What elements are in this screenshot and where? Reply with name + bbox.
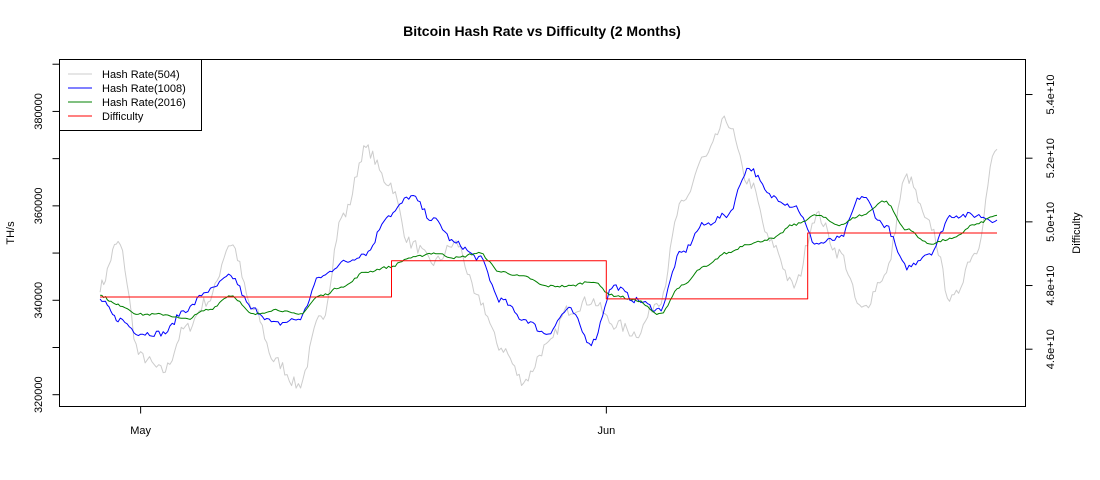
right-tick-label: 5.2e+10 — [1045, 138, 1057, 178]
series-hash-rate-2016 — [100, 200, 998, 320]
series-difficulty — [100, 232, 997, 300]
legend: Hash Rate(504) Hash Rate(1008) Hash Rate… — [59, 59, 202, 131]
x-tick-label: May — [130, 425, 151, 437]
series-layer — [99, 115, 998, 389]
x-tick-label: Jun — [597, 425, 615, 437]
right-y-axis: 4.6e+10 4.8e+10 5.0e+10 5.2e+10 5.4e+10 — [1025, 74, 1057, 369]
right-tick-label: 4.6e+10 — [1045, 329, 1057, 369]
x-axis: May Jun — [130, 406, 615, 437]
right-tick-label: 5.0e+10 — [1045, 202, 1057, 242]
chart-title: Bitcoin Hash Rate vs Difficulty (2 Month… — [403, 23, 681, 39]
legend-label-1008: Hash Rate(1008) — [102, 83, 186, 95]
left-y-axis: 320000 340000 360000 380000 — [33, 63, 60, 413]
right-tick-label: 4.8e+10 — [1045, 265, 1057, 305]
left-tick-label: 320000 — [33, 376, 45, 413]
left-tick-label: 380000 — [33, 93, 45, 130]
right-y-axis-label: Difficulty — [1071, 212, 1083, 254]
legend-label-504: Hash Rate(504) — [102, 69, 180, 81]
left-tick-label: 360000 — [33, 187, 45, 224]
legend-label-difficulty: Difficulty — [102, 111, 144, 123]
right-tick-label: 5.4e+10 — [1045, 74, 1057, 114]
left-y-axis-label: TH/s — [5, 221, 17, 245]
series-hash-rate-1008 — [99, 167, 998, 347]
left-tick-label: 340000 — [33, 282, 45, 319]
legend-box — [59, 59, 202, 131]
series-hash-rate-504 — [99, 115, 998, 389]
legend-label-2016: Hash Rate(2016) — [102, 97, 186, 109]
